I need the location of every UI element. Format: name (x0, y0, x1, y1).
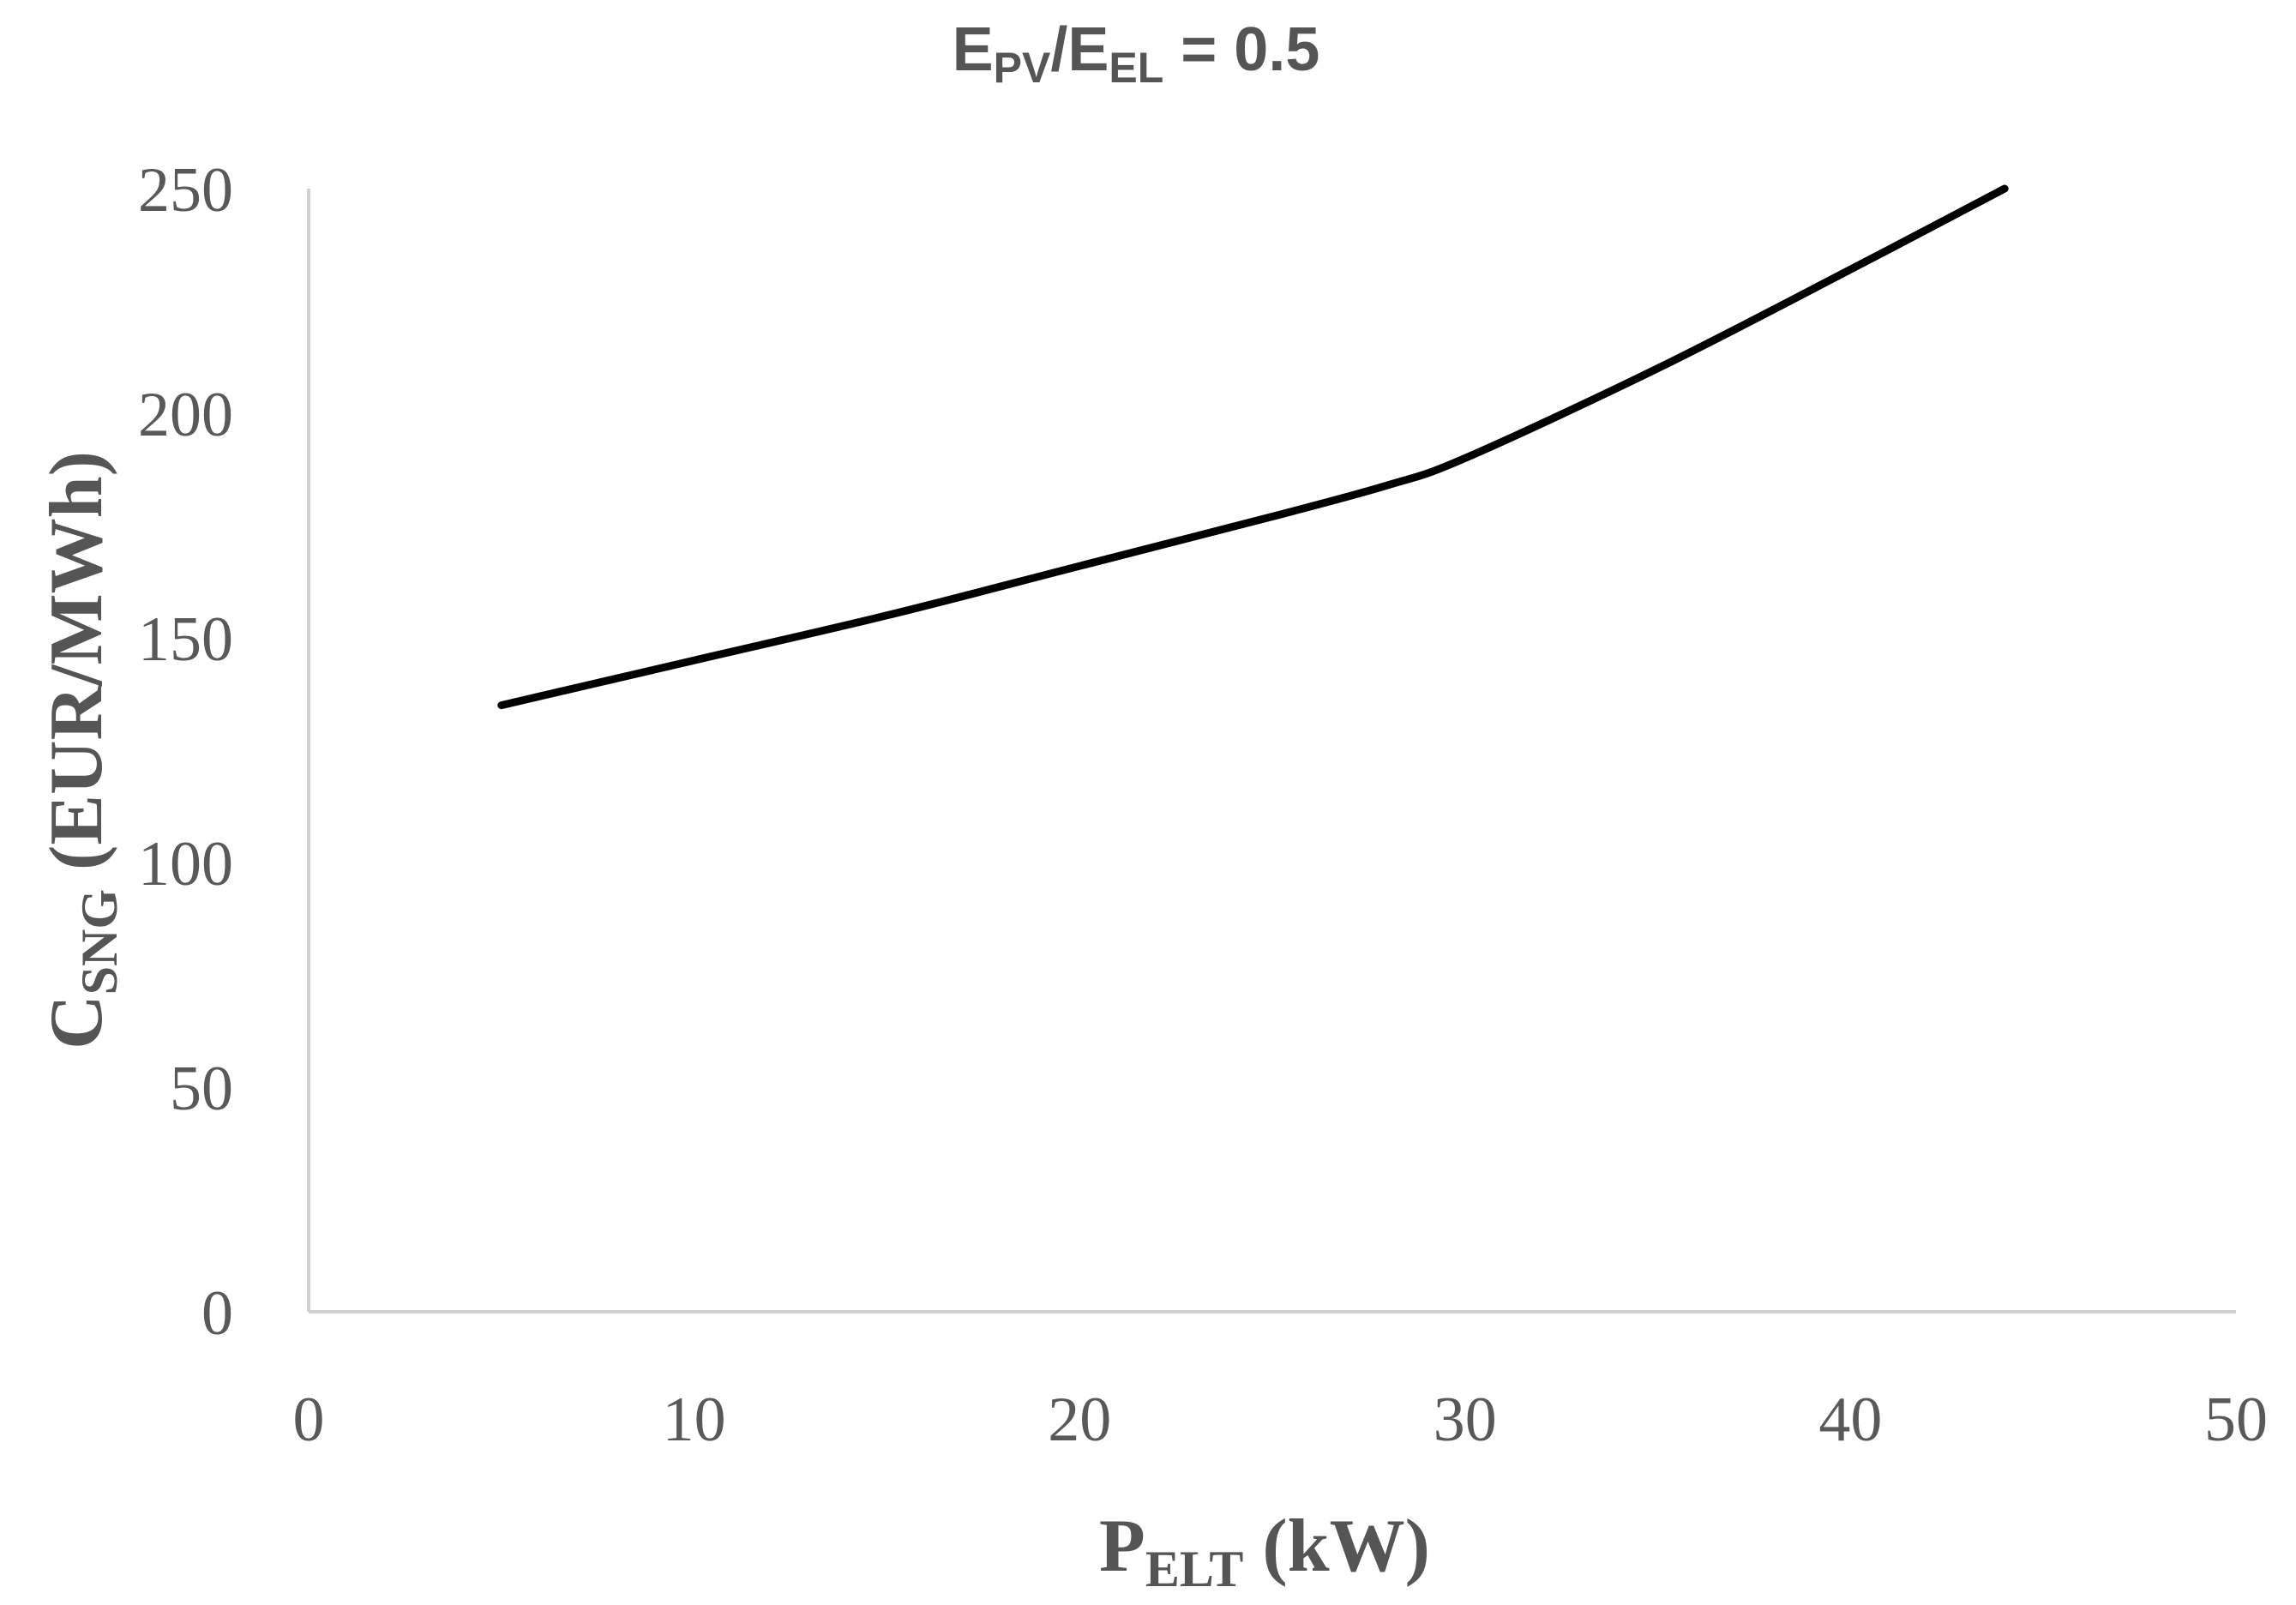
title-sep: /E (1050, 15, 1109, 84)
ylabel-tail: (EUR/MWh) (35, 451, 118, 889)
xlabel-main: P (1099, 1505, 1145, 1588)
ylabel-sub: SNG (71, 889, 128, 995)
x-tick-label: 50 (2204, 1385, 2268, 1455)
x-tick-label: 40 (1818, 1385, 1882, 1455)
x-tick-label: 30 (1433, 1385, 1497, 1455)
title-tail: = 0.5 (1163, 15, 1319, 84)
xlabel-sub: ELT (1145, 1541, 1244, 1597)
y-tick-label: 50 (170, 1054, 233, 1124)
y-tick-label: 0 (201, 1278, 233, 1349)
y-tick-label: 250 (138, 155, 233, 225)
x-tick-label: 10 (663, 1385, 726, 1455)
y-tick-label: 200 (138, 380, 233, 450)
x-tick-label: 0 (293, 1385, 325, 1455)
title-sub1: PV (994, 44, 1051, 92)
x-tick-label: 20 (1048, 1385, 1111, 1455)
y-tick-labels: 0 50 100 150 200 250 (138, 155, 233, 1349)
title-main: E (953, 15, 994, 84)
y-tick-label: 150 (138, 604, 233, 675)
xlabel-tail: (kW) (1243, 1505, 1430, 1588)
x-tick-labels: 0 10 20 30 40 50 (293, 1385, 2269, 1455)
ylabel-main: C (35, 995, 118, 1049)
title-sub2: EL (1109, 44, 1163, 92)
x-axis-title: PELT (kW) (1099, 1505, 1430, 1597)
chart-title: EPV/EEL = 0.5 (953, 15, 1320, 92)
y-axis-title: CSNG (EUR/MWh) (35, 451, 128, 1049)
y-tick-label: 100 (138, 829, 233, 899)
series-line (497, 184, 2009, 710)
